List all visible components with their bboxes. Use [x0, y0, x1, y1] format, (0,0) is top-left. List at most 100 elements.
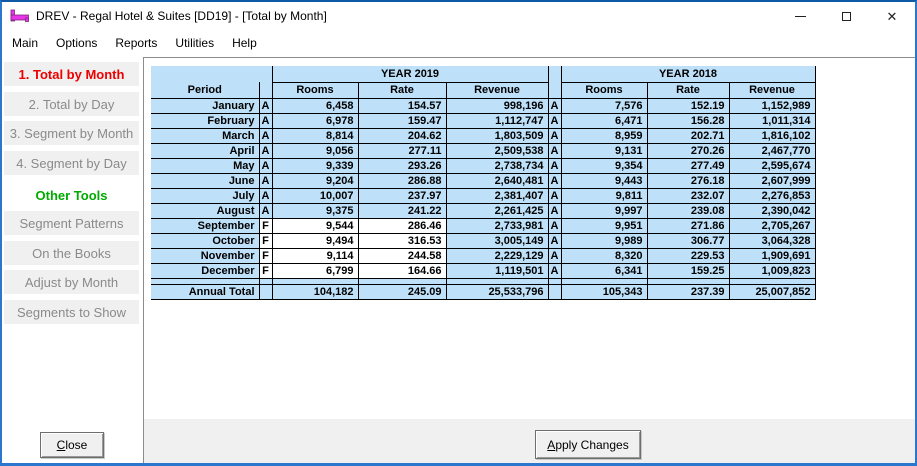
- menu-bar: Main Options Reports Utilities Help: [2, 30, 915, 55]
- rooms-2019-cell[interactable]: 10,007: [271, 187, 359, 204]
- table-row: January A 6,458 154.57 998,196 A 7,576 1…: [151, 97, 816, 114]
- flag-2019-cell: A: [258, 172, 273, 189]
- period-cell: June: [151, 172, 260, 189]
- close-window-button[interactable]: ✕: [869, 2, 915, 30]
- sidebar-item-segment-patterns[interactable]: Segment Patterns: [4, 211, 139, 235]
- sidebar: 1. Total by Month 2. Total by Day 3. Seg…: [2, 55, 143, 463]
- annual-rate-2019: 245.09: [357, 283, 447, 300]
- rooms-2018-cell: 9,997: [560, 202, 648, 219]
- flag-2018-cell: A: [547, 172, 562, 189]
- rate-2019-cell[interactable]: 286.46: [357, 217, 447, 234]
- rate-2019-cell[interactable]: 154.57: [357, 97, 447, 114]
- revenue-2018-cell: 1,011,314: [728, 112, 816, 129]
- rooms-2018-cell: 9,989: [560, 232, 648, 249]
- annual-total-row: Annual Total 104,182 245.09 25,533,796 1…: [151, 283, 816, 300]
- rooms-2019-cell[interactable]: 9,056: [271, 142, 359, 159]
- sidebar-item-segments-to-show[interactable]: Segments to Show: [4, 300, 139, 324]
- rate-2019-cell[interactable]: 159.47: [357, 112, 447, 129]
- menu-main[interactable]: Main: [12, 35, 39, 50]
- minimize-button[interactable]: [777, 2, 823, 30]
- rooms-2019-cell[interactable]: 9,114: [271, 247, 359, 264]
- revenue-2018-cell: 2,276,853: [728, 187, 816, 204]
- rooms-2018-cell: 9,354: [560, 157, 648, 174]
- period-header: Period: [151, 82, 260, 99]
- rooms-2018-header: Rooms: [560, 82, 648, 99]
- period-cell: April: [151, 142, 260, 159]
- rate-2019-cell[interactable]: 204.62: [357, 127, 447, 144]
- table-row: August A 9,375 241.22 2,261,425 A 9,997 …: [151, 202, 816, 219]
- period-cell: March: [151, 127, 260, 144]
- rate-2019-cell[interactable]: 286.88: [357, 172, 447, 189]
- period-cell: November: [151, 247, 260, 264]
- rate-2018-cell: 202.71: [646, 127, 730, 144]
- revenue-2019-cell: 2,738,734: [445, 157, 549, 174]
- annual-revenue-2019: 25,533,796: [445, 283, 549, 300]
- revenue-2019-cell: 998,196: [445, 97, 549, 114]
- revenue-2019-header: Revenue: [445, 82, 549, 99]
- maximize-icon: [841, 11, 851, 21]
- rooms-2019-cell[interactable]: 9,494: [271, 232, 359, 249]
- rate-2019-cell[interactable]: 237.97: [357, 187, 447, 204]
- revenue-2018-header: Revenue: [728, 82, 816, 99]
- rooms-2019-cell[interactable]: 9,204: [271, 172, 359, 189]
- rate-2018-cell: 232.07: [646, 187, 730, 204]
- menu-utilities[interactable]: Utilities: [175, 35, 215, 50]
- table-row: April A 9,056 277.11 2,509,538 A 9,131 2…: [151, 142, 816, 159]
- rate-2019-cell[interactable]: 277.11: [357, 142, 447, 159]
- annual-rooms-2018: 105,343: [560, 283, 648, 300]
- year-2018-header: YEAR 2018: [560, 66, 816, 83]
- revenue-2018-cell: 1,816,102: [728, 127, 816, 144]
- rooms-2019-cell[interactable]: 9,544: [271, 217, 359, 234]
- rate-2019-cell[interactable]: 241.22: [357, 202, 447, 219]
- menu-help[interactable]: Help: [232, 35, 257, 50]
- revenue-2018-cell: 1,009,823: [728, 262, 816, 279]
- flag-2018-cell: A: [547, 247, 562, 264]
- flag-2018-cell: A: [547, 127, 562, 144]
- rooms-2019-cell[interactable]: 8,814: [271, 127, 359, 144]
- close-button[interactable]: Close: [40, 432, 104, 458]
- revenue-2018-cell: 2,607,999: [728, 172, 816, 189]
- rate-2018-cell: 276.18: [646, 172, 730, 189]
- flag-2018-cell: A: [547, 262, 562, 279]
- rooms-2019-cell[interactable]: 9,339: [271, 157, 359, 174]
- rate-2019-cell[interactable]: 316.53: [357, 232, 447, 249]
- rooms-2019-cell[interactable]: 6,978: [271, 112, 359, 129]
- sidebar-item-segment-by-day[interactable]: 4. Segment by Day: [4, 151, 139, 175]
- rate-2019-cell[interactable]: 164.66: [357, 262, 447, 279]
- rooms-2019-cell[interactable]: 6,799: [271, 262, 359, 279]
- revenue-2018-cell: 2,467,770: [728, 142, 816, 159]
- rooms-2019-cell[interactable]: 9,375: [271, 202, 359, 219]
- table-row: March A 8,814 204.62 1,803,509 A 8,959 2…: [151, 127, 816, 144]
- menu-options[interactable]: Options: [56, 35, 98, 50]
- annual-total-label: Annual Total: [151, 283, 260, 300]
- table-row: November F 9,114 244.58 2,229,129 A 8,32…: [151, 247, 816, 264]
- apply-changes-button[interactable]: Apply Changes: [535, 430, 641, 459]
- sidebar-item-total-by-day[interactable]: 2. Total by Day: [4, 92, 139, 116]
- rate-2019-cell[interactable]: 293.26: [357, 157, 447, 174]
- revenue-2019-cell: 1,119,501: [445, 262, 549, 279]
- revenue-2018-cell: 1,152,989: [728, 97, 816, 114]
- rooms-2018-cell: 9,811: [560, 187, 648, 204]
- maximize-button[interactable]: [823, 2, 869, 30]
- sidebar-item-total-by-month[interactable]: 1. Total by Month: [4, 62, 139, 86]
- flag-2019-cell: A: [258, 112, 273, 129]
- revenue-2019-cell: 2,261,425: [445, 202, 549, 219]
- rooms-2018-cell: 9,131: [560, 142, 648, 159]
- footer-bar: [144, 419, 915, 463]
- menu-reports[interactable]: Reports: [115, 35, 158, 50]
- period-cell: August: [151, 202, 260, 219]
- annual-rooms-2019: 104,182: [271, 283, 359, 300]
- revenue-2018-cell: 2,390,042: [728, 202, 816, 219]
- minimize-icon: [794, 15, 806, 17]
- flag-2019-cell: A: [258, 187, 273, 204]
- revenue-2018-cell: 1,909,691: [728, 247, 816, 264]
- rate-2019-header: Rate: [357, 82, 447, 99]
- rooms-2018-cell: 6,471: [560, 112, 648, 129]
- sidebar-item-adjust-by-month[interactable]: Adjust by Month: [4, 270, 139, 294]
- year-2019-header: YEAR 2019: [271, 66, 549, 83]
- rate-2019-cell[interactable]: 244.58: [357, 247, 447, 264]
- sidebar-item-segment-by-month[interactable]: 3. Segment by Month: [4, 121, 139, 145]
- table-row: May A 9,339 293.26 2,738,734 A 9,354 277…: [151, 157, 816, 174]
- sidebar-item-on-the-books[interactable]: On the Books: [4, 241, 139, 265]
- rooms-2019-cell[interactable]: 6,458: [271, 97, 359, 114]
